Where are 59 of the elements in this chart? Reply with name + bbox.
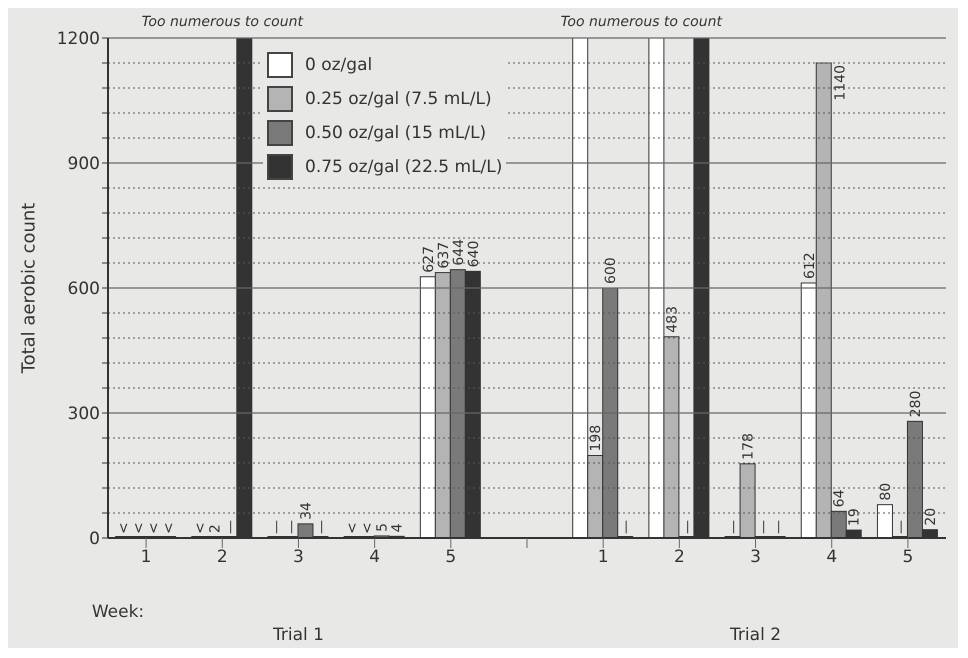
- data-label: 198: [588, 424, 604, 452]
- data-label: <: [161, 522, 178, 534]
- data-label: 640: [466, 240, 482, 268]
- y-axis-title: Total aerobic count: [18, 202, 40, 374]
- text: Too numerous to count: [560, 14, 722, 30]
- data-label: <: [344, 522, 361, 534]
- y-tick-label: 300: [68, 404, 100, 424]
- data-label: 64: [832, 489, 848, 508]
- data-label: 178: [740, 433, 757, 460]
- data-label: —: [313, 520, 330, 534]
- data-label: <: [116, 522, 132, 534]
- data-label: 612: [802, 252, 818, 279]
- data-label: 1140: [832, 65, 848, 101]
- data-label: —: [283, 520, 300, 534]
- y-tick-label: 0: [89, 529, 100, 550]
- y-tick-label: 900: [68, 154, 100, 174]
- data-label: <: [192, 522, 208, 534]
- x-tick-label: 1: [140, 547, 152, 568]
- text: Trial 1: [272, 625, 324, 645]
- data-label: 2: [207, 524, 224, 534]
- data-label: <: [360, 522, 376, 534]
- legend-label: 0.50 oz/gal (15 mL/L): [305, 123, 486, 143]
- text: Trial 2: [729, 625, 782, 645]
- y-tick-label: 1200: [56, 29, 100, 50]
- x-axis-title: Week:: [92, 602, 144, 622]
- x-tick-label: 3: [293, 547, 304, 568]
- x-tick-label: 5: [902, 547, 914, 568]
- x-tick-label: 4: [826, 547, 838, 568]
- text: Too numerous to count: [142, 14, 304, 30]
- data-label: —: [618, 520, 634, 534]
- data-label: 20: [922, 508, 939, 526]
- data-label: 644: [450, 238, 467, 266]
- legend-label: 0 oz/gal: [305, 55, 372, 75]
- x-tick-label: 1: [598, 547, 609, 568]
- data-label: 637: [436, 242, 452, 269]
- x-tick-label: 2: [216, 547, 228, 568]
- data-label: 600: [603, 257, 620, 284]
- x-tick-label: 4: [369, 547, 380, 568]
- data-label: <: [131, 522, 148, 534]
- data-label: —: [756, 520, 772, 534]
- data-label: 280: [908, 390, 924, 418]
- data-label: —: [892, 520, 909, 534]
- data-label: 5: [374, 522, 391, 532]
- data-label: —: [679, 520, 696, 534]
- x-tick-label: 5: [445, 547, 456, 568]
- y-tick-label: 600: [68, 279, 100, 300]
- data-label: —: [770, 520, 787, 534]
- data-label: 80: [878, 482, 894, 501]
- data-label: 627: [420, 246, 437, 273]
- data-label: 483: [664, 306, 680, 333]
- data-label: <: [146, 522, 162, 534]
- data-label: —: [268, 520, 284, 534]
- x-tick-label: 3: [750, 547, 761, 568]
- data-label: —: [726, 520, 742, 534]
- data-label: —: [222, 520, 238, 534]
- legend-label: 0.75 oz/gal (22.5 mL/L): [305, 157, 502, 177]
- legend-label: 0.25 oz/gal (7.5 mL/L): [305, 89, 492, 109]
- x-tick-label: 2: [674, 547, 685, 568]
- data-label: 4: [390, 523, 406, 532]
